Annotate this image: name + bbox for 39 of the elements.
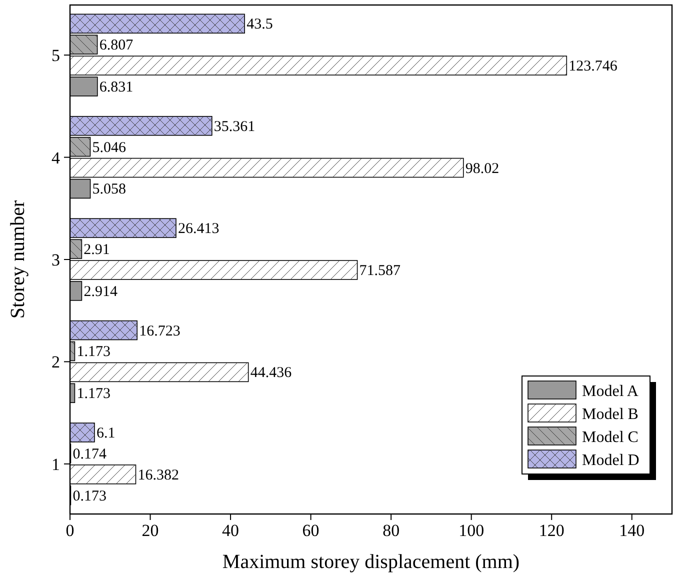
y-tick-label: 3: [52, 250, 60, 270]
data-label: 2.914: [84, 284, 118, 300]
legend-label: Model B: [582, 406, 638, 423]
x-tick-label: 60: [302, 521, 320, 540]
x-tick-label: 80: [382, 521, 400, 540]
data-label: 71.587: [359, 262, 402, 279]
data-label: 0.173: [72, 488, 106, 504]
x-tick-label: 40: [222, 521, 240, 540]
data-label: 1.173: [76, 344, 110, 360]
legend-label: Model A: [582, 383, 639, 400]
legend-label: Model D: [582, 452, 640, 469]
x-tick-label: 140: [619, 521, 645, 540]
data-label: 6.831: [99, 80, 134, 96]
data-label: 0.174: [72, 446, 107, 462]
data-label: 5.046: [92, 140, 126, 156]
data-label: 16.382: [138, 467, 179, 484]
data-label: 2.91: [84, 242, 110, 258]
legend-label: Model C: [582, 429, 638, 446]
y-axis-title: Storey number: [7, 200, 29, 319]
data-label: 6.1: [96, 425, 116, 442]
data-label: 44.436: [250, 365, 292, 382]
y-tick-label: 2: [52, 352, 60, 372]
data-label: 6.807: [99, 38, 134, 54]
y-tick-label: 4: [52, 148, 60, 168]
data-label: 26.413: [178, 221, 220, 238]
data-label: 1.173: [76, 386, 110, 402]
y-tick-label: 5: [52, 46, 60, 66]
data-label: 123.746: [568, 58, 618, 75]
x-tick-label: 0: [66, 521, 74, 540]
x-tick-label: 100: [458, 521, 484, 540]
x-axis-title: Maximum storey displacement (mm): [222, 551, 520, 573]
data-label: 43.5: [246, 16, 273, 33]
data-label: 98.02: [465, 160, 500, 177]
data-label: 5.058: [92, 182, 126, 198]
data-label: 16.723: [139, 323, 180, 340]
x-tick-label: 120: [538, 521, 564, 540]
x-tick-label: 20: [142, 521, 159, 540]
data-label: 35.361: [214, 118, 256, 135]
y-tick-label: 1: [52, 454, 60, 474]
